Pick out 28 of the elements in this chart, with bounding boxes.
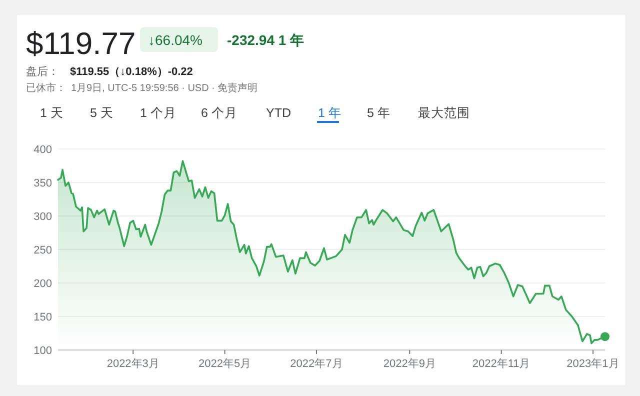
x-tick-label: 2022年7月 <box>290 358 343 370</box>
y-tick-label: 250 <box>34 244 52 256</box>
text: YTD <box>266 106 291 120</box>
x-tick-label: 2022年9月 <box>383 358 436 370</box>
text: 已休市： <box>26 82 66 94</box>
x-tick-label: 2022年3月 <box>106 358 160 370</box>
y-tick-label: 350 <box>34 178 52 190</box>
text: 1 年 <box>318 106 342 120</box>
y-tick-label: 300 <box>34 211 52 223</box>
text: 1 个月 <box>140 106 176 120</box>
text: 1月9日, UTC-5 19:59:56 · USD · 免责声明 <box>71 82 258 94</box>
text: 盘后： <box>26 65 59 78</box>
text: 6 个月 <box>201 106 238 120</box>
chart-title: $119.77 <box>26 26 136 61</box>
text: $119.55（↓0.18%）-0.22 <box>70 66 193 78</box>
text: 5 年 <box>367 106 390 120</box>
x-tick-label: 2022年11月 <box>472 358 530 370</box>
y-tick-label: 200 <box>34 278 52 290</box>
text: 5 天 <box>90 106 114 120</box>
text: 最大范围 <box>418 106 470 120</box>
y-tick-label: 150 <box>34 312 52 324</box>
x-tick-label: 2023年1月 <box>566 358 620 370</box>
text: -232.94 1 年 <box>227 32 304 48</box>
text: 1 天 <box>40 106 64 120</box>
y-tick-label: 400 <box>34 144 52 156</box>
y-tick-label: 100 <box>34 345 52 357</box>
x-tick-label: 2022年5月 <box>198 358 252 370</box>
text: ↓66.04% <box>148 32 202 48</box>
